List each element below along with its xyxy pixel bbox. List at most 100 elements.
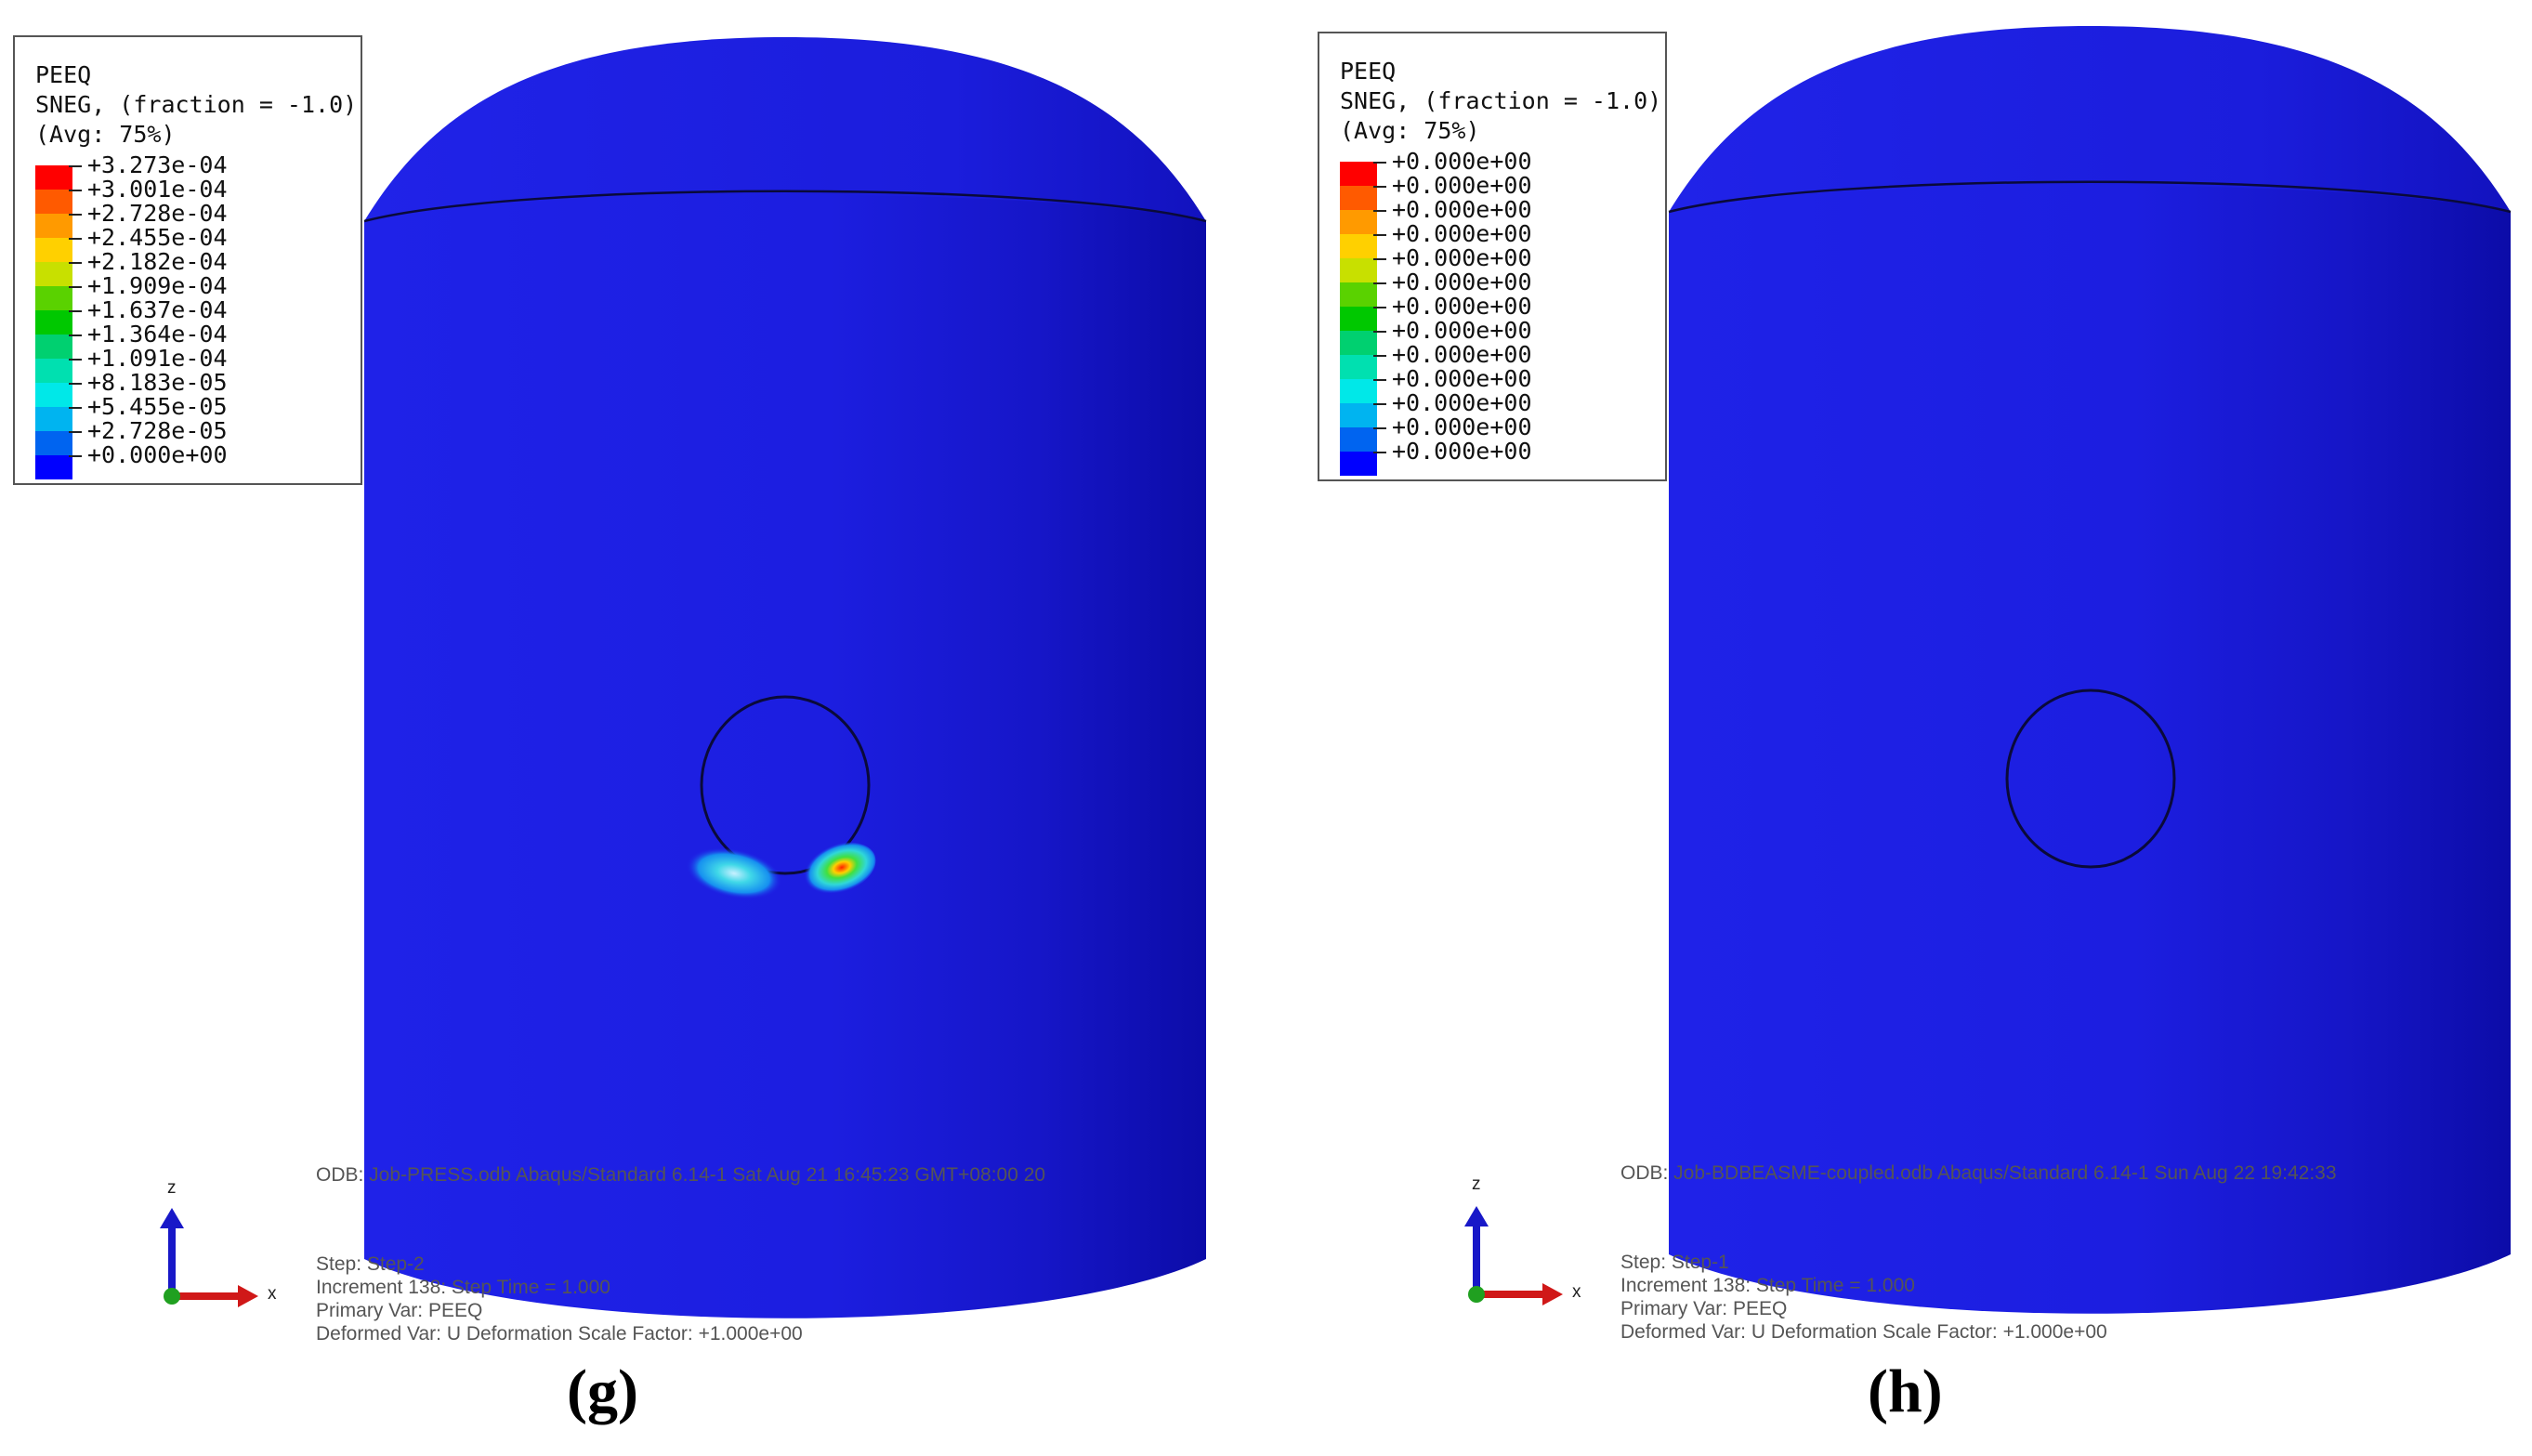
strain-hotspot-right	[800, 842, 876, 896]
coordinate-triad-h	[1464, 1206, 1563, 1305]
legend-value: +0.000e+00	[1392, 438, 1532, 465]
legend-value: +0.000e+00	[1392, 317, 1532, 344]
legend-tick	[1373, 282, 1386, 284]
legend-value: +1.637e-04	[87, 296, 228, 323]
legend-swatch	[35, 334, 72, 359]
legend-title-line: (Avg: 75%)	[1340, 117, 1480, 144]
legend-tick	[69, 334, 82, 336]
legend-tick	[1373, 307, 1386, 308]
legend-value: +1.091e-04	[87, 345, 228, 372]
legend-value: +0.000e+00	[87, 441, 228, 468]
legend-tick	[1373, 427, 1386, 429]
legend-swatch	[1340, 331, 1377, 355]
axis-x-label: x	[1572, 1282, 1581, 1302]
legend-value: +3.001e-04	[87, 176, 228, 203]
legend-tick	[1373, 162, 1386, 164]
legend-tick	[69, 286, 82, 288]
panel-caption-h: (h)	[1868, 1358, 1943, 1425]
axis-z-label: z	[167, 1178, 177, 1198]
legend-tick	[69, 262, 82, 264]
panel-g: z x PEEQ SNEG, (fraction = -1.0) (Avg: 7…	[13, 35, 1207, 1425]
legend-swatch	[1340, 162, 1377, 186]
increment-info-line: Increment 138: Step Time = 1.000	[1620, 1275, 1915, 1296]
legend-tick	[1373, 452, 1386, 453]
panel-caption-g: (g)	[567, 1358, 638, 1425]
legend-tick	[69, 190, 82, 191]
vessel-dome	[1669, 26, 2511, 212]
legend-swatch	[35, 262, 72, 286]
axis-x-label: x	[268, 1284, 277, 1304]
legend-value: +0.000e+00	[1392, 293, 1532, 320]
legend-swatch	[35, 359, 72, 383]
panel-h: z x PEEQ SNEG, (fraction = -1.0) (Avg: 7…	[1266, 0, 2531, 1456]
vessel-dome	[364, 37, 1206, 221]
legend-value: +2.728e-04	[87, 200, 228, 227]
legend-tick	[1373, 186, 1386, 188]
increment-info-line: Increment 138: Step Time = 1.000	[316, 1277, 610, 1298]
odb-info-line: ODB: Job-PRESS.odb Abaqus/Standard 6.14-…	[316, 1164, 1046, 1186]
legend-tick	[1373, 234, 1386, 236]
legend-swatch	[1340, 355, 1377, 379]
legend-value: +0.000e+00	[1392, 244, 1532, 271]
legend-swatch	[1340, 427, 1377, 452]
step-info-line: Step: Step-1	[1620, 1252, 1729, 1273]
legend-tick	[69, 407, 82, 409]
legend-tick	[69, 455, 82, 457]
legend-title-line: PEEQ	[35, 61, 92, 88]
primary-var-line: Primary Var: PEEQ	[1620, 1298, 1788, 1319]
legend-tick	[69, 238, 82, 240]
legend-swatch	[35, 407, 72, 431]
legend-swatch	[35, 310, 72, 334]
legend-tick	[1373, 355, 1386, 357]
nozzle-outline	[2005, 689, 2176, 869]
legend-value: +8.183e-05	[87, 369, 228, 396]
legend-value: +0.000e+00	[1392, 269, 1532, 295]
odb-info-line: ODB: Job-BDBEASME-coupled.odb Abaqus/Sta…	[1620, 1162, 2337, 1184]
legend-tick	[69, 359, 82, 361]
legend-swatch	[1340, 452, 1377, 476]
legend-tick	[1373, 403, 1386, 405]
legend-value: +0.000e+00	[1392, 196, 1532, 223]
legend-title-line: SNEG, (fraction = -1.0)	[1340, 87, 1662, 114]
legend-value: +0.000e+00	[1392, 413, 1532, 440]
legend-value: +5.455e-05	[87, 393, 228, 420]
legend-swatch	[1340, 258, 1377, 282]
legend-swatch	[1340, 403, 1377, 427]
primary-var-line: Primary Var: PEEQ	[316, 1300, 483, 1321]
legend-tick	[69, 214, 82, 216]
legend-swatch	[1340, 282, 1377, 307]
coordinate-triad-g	[160, 1208, 258, 1307]
legend-swatch	[1340, 307, 1377, 331]
contour-legend-h: PEEQ SNEG, (fraction = -1.0) (Avg: 75%) …	[1318, 32, 1667, 481]
legend-tick	[1373, 258, 1386, 260]
legend-tick	[1373, 210, 1386, 212]
legend-swatch	[1340, 234, 1377, 258]
legend-value: +2.182e-04	[87, 248, 228, 275]
dome-seam	[1668, 180, 2512, 214]
legend-value: +2.455e-04	[87, 224, 228, 251]
legend-value: +0.000e+00	[1392, 172, 1532, 199]
legend-tick	[1373, 331, 1386, 333]
legend-tick	[1373, 379, 1386, 381]
legend-swatch	[35, 214, 72, 238]
legend-value: +1.364e-04	[87, 321, 228, 348]
axis-z-label: z	[1472, 1174, 1481, 1194]
legend-swatch	[1340, 379, 1377, 403]
legend-value: +0.000e+00	[1392, 148, 1532, 175]
legend-title-line: (Avg: 75%)	[35, 121, 176, 148]
legend-value: +0.000e+00	[1392, 341, 1532, 368]
legend-value: +0.000e+00	[1392, 365, 1532, 392]
dome-seam	[363, 190, 1207, 223]
contour-legend-g: PEEQ SNEG, (fraction = -1.0) (Avg: 75%) …	[13, 35, 362, 485]
nozzle-outline	[700, 695, 871, 875]
legend-swatch	[35, 190, 72, 214]
deformed-var-line: Deformed Var: U Deformation Scale Factor…	[316, 1323, 803, 1345]
legend-value: +0.000e+00	[1392, 220, 1532, 247]
legend-swatch	[1340, 186, 1377, 210]
legend-swatch	[35, 165, 72, 190]
step-info-line: Step: Step-2	[316, 1253, 425, 1275]
legend-tick	[69, 383, 82, 385]
vessel-model-h	[1464, 26, 2512, 1314]
legend-tick	[69, 431, 82, 433]
legend-swatch	[35, 431, 72, 455]
